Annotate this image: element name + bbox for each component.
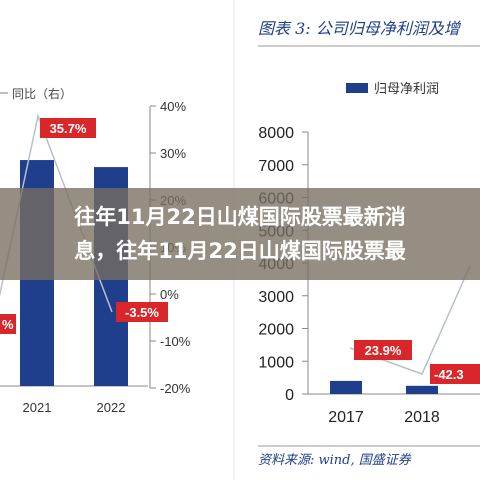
right-legend-swatch: [346, 83, 368, 93]
left-right-tick-label: 0%: [160, 287, 179, 302]
headline-overlay: 往年11月22日山煤国际股票最新消 息，往年11月22日山煤国际股票最: [0, 188, 480, 280]
left-right-tick-label: 40%: [160, 99, 186, 114]
right-label-box: [430, 364, 480, 384]
right-data-label: 23.9%: [365, 343, 402, 358]
right-chart-title: 图表 3: 公司归母净利润及增: [258, 19, 462, 38]
right-label-box: [354, 340, 412, 360]
left-x-tick-label: 2021: [23, 400, 52, 415]
right-bar: [406, 385, 438, 394]
right-y-tick-label: 3000: [258, 289, 294, 306]
right-x-tick-label: 2018: [404, 409, 440, 426]
left-data-label: 35.7%: [50, 121, 87, 136]
left-right-tick-label: 30%: [160, 146, 186, 161]
headline-line-1: 往年11月22日山煤国际股票最新消: [74, 205, 406, 229]
right-y-tick-label: 8000: [258, 125, 294, 142]
right-y-tick-label: 0: [285, 387, 294, 404]
left-x-tick-label: 2022: [97, 400, 126, 415]
left-right-tick-label: -10%: [160, 334, 191, 349]
right-y-tick-label: 2000: [258, 322, 294, 339]
right-legend-label: 归母净利润: [374, 82, 439, 97]
left-label-box: [40, 118, 96, 138]
left-right-tick-label: -20%: [160, 381, 191, 396]
left-data-label: %: [2, 317, 14, 332]
right-data-label: -42.3: [434, 367, 464, 382]
right-y-tick-label: 7000: [258, 158, 294, 175]
right-source-note: 资料来源: wind, 国盛证券: [258, 453, 412, 468]
left-label-box: [0, 314, 16, 334]
right-x-tick-label: 2017: [328, 409, 364, 426]
left-data-label: -3.5%: [125, 305, 159, 320]
left-label-box: [116, 302, 168, 322]
right-y-tick-label: 1000: [258, 354, 294, 371]
left-legend-label: 同比（右）: [12, 86, 72, 101]
right-bar: [330, 380, 362, 394]
headline-line-2: 息，往年11月22日山煤国际股票最: [74, 239, 406, 263]
